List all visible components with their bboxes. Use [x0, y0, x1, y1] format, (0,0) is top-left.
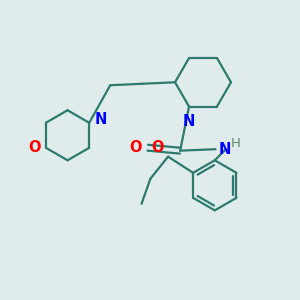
Text: H: H [231, 137, 241, 150]
Text: N: N [218, 142, 231, 157]
Text: O: O [151, 140, 164, 155]
Text: N: N [183, 114, 195, 129]
Text: N: N [94, 112, 107, 127]
Text: O: O [28, 140, 40, 155]
Text: O: O [129, 140, 142, 155]
